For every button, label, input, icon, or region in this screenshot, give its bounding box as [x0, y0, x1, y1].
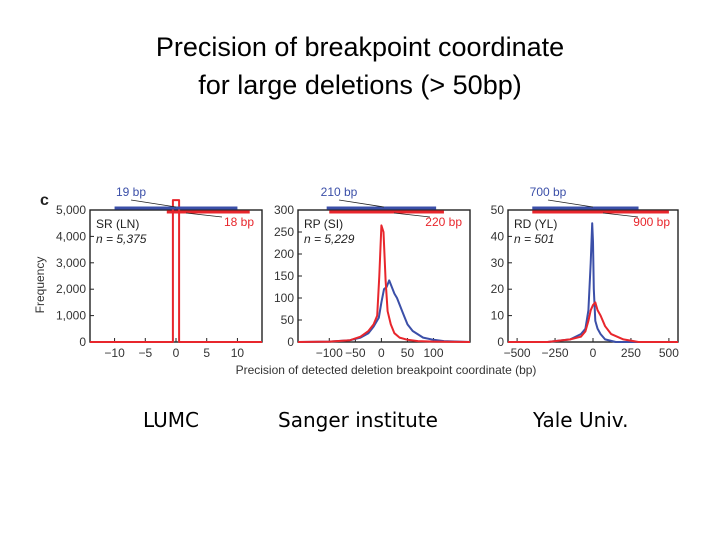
- slide-title: Precision of breakpoint coordinate for l…: [0, 28, 720, 104]
- panel-3-blue-bar-label: 700 bp: [530, 185, 567, 199]
- panel-3-xtick-label: −250: [542, 346, 569, 360]
- panel-1-ytick-label: 4,000: [56, 229, 86, 243]
- panel-2-ytick-label: 150: [274, 269, 294, 283]
- title-line-2: for large deletions (> 50bp): [198, 70, 522, 100]
- breakpoint-precision-figure: c Frequency Precision of detected deleti…: [30, 180, 690, 380]
- panel-3-xtick-label: 0: [590, 346, 597, 360]
- panel-1-method-label: SR (LN): [96, 217, 139, 231]
- panel-1-xtick-label: 5: [203, 346, 210, 360]
- caption-lumc: LUMC: [143, 408, 200, 432]
- panel-1-blue-bar-label: 19 bp: [116, 185, 146, 199]
- panel-2-ytick-label: 0: [287, 335, 294, 349]
- panel-2-method-label: RP (SI): [304, 217, 343, 231]
- panel-2-ytick-label: 200: [274, 247, 294, 261]
- panel-1-series-red: [90, 199, 262, 343]
- panel-2-xtick-label: 0: [378, 346, 385, 360]
- panel-3-red-bar-label: 900 bp: [633, 215, 670, 229]
- panel-1-xtick-label: 10: [231, 346, 245, 360]
- panel-2-xtick-label: −100: [316, 346, 343, 360]
- panel-2-blue-pointer: [338, 199, 385, 208]
- panel-1-red-pointer: [185, 212, 223, 218]
- panel-1-ytick-label: 0: [79, 335, 86, 349]
- panel-1-blue-pointer: [130, 199, 177, 208]
- panel-2-red-pointer: [393, 212, 431, 218]
- panel-2-xtick-label: 100: [423, 346, 443, 360]
- panel-2-ytick-label: 50: [281, 313, 295, 327]
- panel-3-xtick-label: 500: [659, 346, 679, 360]
- panel-3-ytick-label: 50: [491, 203, 505, 217]
- panel-2-ytick-label: 250: [274, 225, 294, 239]
- x-axis-label: Precision of detected deletion breakpoin…: [236, 363, 537, 377]
- panel-3-n-label: n = 501: [514, 232, 554, 246]
- panel-1-ytick-label: 2,000: [56, 282, 86, 296]
- panel-2-blue-bar-label: 210 bp: [321, 185, 358, 199]
- panel-3-series-red: [508, 301, 678, 343]
- panel-3-ytick-label: 20: [491, 282, 505, 296]
- panel-3-ytick-label: 10: [491, 309, 505, 323]
- panel-1-ytick-label: 3,000: [56, 256, 86, 270]
- panel-2-red-bar-label: 220 bp: [425, 215, 462, 229]
- panel-letter: c: [40, 192, 49, 209]
- panel-2-series-red: [297, 224, 471, 343]
- panel-1-xtick-label: 0: [173, 346, 180, 360]
- panel-1-red-bar-label: 18 bp: [224, 215, 254, 229]
- panel-3-xtick-label: −500: [504, 346, 531, 360]
- histogram-panels: c Frequency Precision of detected deleti…: [33, 185, 679, 377]
- panel-3-ytick-label: 40: [491, 229, 505, 243]
- panel-3-ytick-label: 0: [497, 335, 504, 349]
- panel-1-xtick-label: −10: [104, 346, 125, 360]
- panel-3-ytick-label: 30: [491, 256, 505, 270]
- caption-sanger: Sanger institute: [278, 408, 438, 432]
- y-axis-label: Frequency: [33, 257, 47, 314]
- panel-2-n-label: n = 5,229: [304, 232, 355, 246]
- title-line-1: Precision of breakpoint coordinate: [155, 32, 565, 62]
- caption-yale: Yale Univ.: [533, 408, 629, 432]
- panel-3-series-blue: [508, 222, 678, 343]
- panel-2-ytick-label: 300: [274, 203, 294, 217]
- panel-1-ytick-label: 1,000: [56, 309, 86, 323]
- panel-3-method-label: RD (YL): [514, 217, 557, 231]
- panel-2-series-blue: [297, 279, 471, 343]
- panel-3-blue-pointer: [547, 199, 594, 208]
- panel-1-ytick-label: 5,000: [56, 203, 86, 217]
- panel-3-xtick-label: 250: [621, 346, 641, 360]
- panel-2-ytick-label: 100: [274, 291, 294, 305]
- panel-3-red-pointer: [602, 212, 639, 218]
- panel-1-xtick-label: −5: [138, 346, 152, 360]
- panel-2-xtick-label: −50: [345, 346, 366, 360]
- panel-1-n-label: n = 5,375: [96, 232, 147, 246]
- panel-2-xtick-label: 50: [401, 346, 415, 360]
